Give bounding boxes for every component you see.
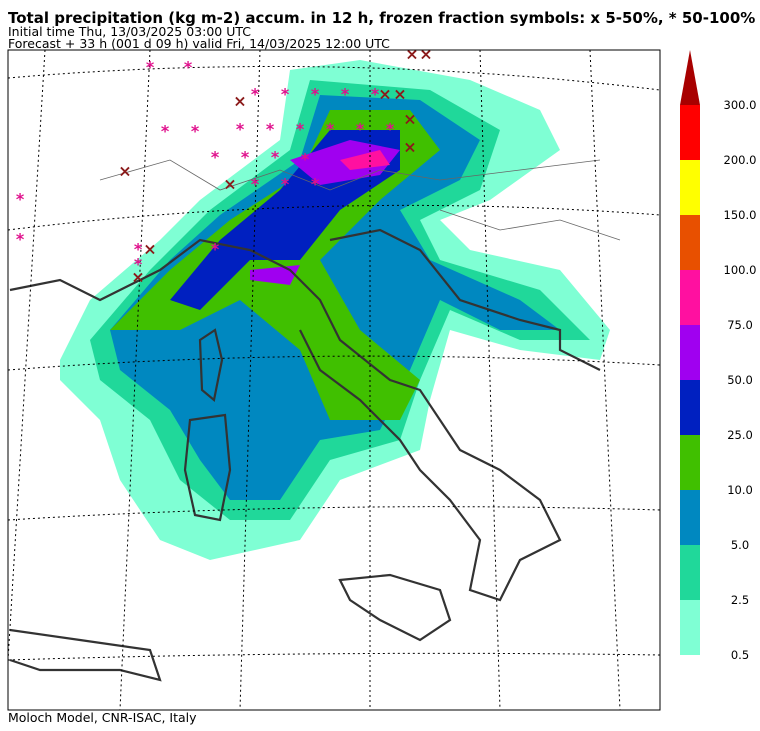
svg-text:×: × bbox=[131, 268, 144, 287]
color-class bbox=[680, 105, 700, 160]
svg-text:*: * bbox=[386, 120, 395, 139]
svg-text:×: × bbox=[378, 85, 391, 104]
svg-text:*: * bbox=[311, 175, 320, 194]
svg-text:×: × bbox=[403, 138, 416, 157]
svg-text:×: × bbox=[118, 162, 131, 181]
color-class bbox=[680, 435, 700, 490]
svg-text:*: * bbox=[146, 58, 155, 77]
svg-text:*: * bbox=[281, 85, 290, 104]
svg-text:*: * bbox=[134, 240, 143, 259]
forecast-time: Forecast + 33 h (001 d 09 h) valid Fri, … bbox=[8, 36, 390, 51]
svg-text:*: * bbox=[211, 148, 220, 167]
svg-text:*: * bbox=[241, 148, 250, 167]
svg-text:×: × bbox=[403, 110, 416, 129]
color-class bbox=[680, 215, 700, 270]
svg-text:×: × bbox=[393, 85, 406, 104]
svg-text:*: * bbox=[16, 190, 25, 209]
map: * *** * * * * * * * * * * * * ** * * * * * **** × ×× × × ××… bbox=[7, 45, 661, 711]
svg-text:*: * bbox=[266, 120, 275, 139]
svg-text:*: * bbox=[281, 175, 290, 194]
svg-text:*: * bbox=[134, 255, 143, 274]
svg-text:×: × bbox=[405, 45, 418, 64]
svg-text:*: * bbox=[251, 85, 260, 104]
colorbar-label: 10.0 bbox=[727, 483, 753, 497]
svg-text:*: * bbox=[326, 120, 335, 139]
svg-text:*: * bbox=[301, 150, 310, 169]
svg-text:*: * bbox=[236, 120, 245, 139]
svg-text:*: * bbox=[191, 122, 200, 141]
colorbar: 0.5 2.5 5.0 10.0 25.0 50.0 75.0 100.0 150.0 200.0… bbox=[680, 50, 756, 662]
svg-text:×: × bbox=[233, 92, 246, 111]
svg-text:*: * bbox=[341, 85, 350, 104]
color-overflow bbox=[680, 50, 700, 105]
color-class bbox=[680, 160, 700, 215]
colorbar-label: 200.0 bbox=[724, 153, 757, 167]
color-class bbox=[680, 545, 700, 600]
svg-text:*: * bbox=[271, 148, 280, 167]
colorbar-label: 0.5 bbox=[731, 648, 749, 662]
svg-text:*: * bbox=[16, 230, 25, 249]
colorbar-label: 100.0 bbox=[724, 263, 757, 277]
colorbar-label: 2.5 bbox=[731, 593, 749, 607]
svg-text:×: × bbox=[419, 45, 432, 64]
initial-time: Initial time Thu, 13/03/2025 03:00 UTC bbox=[8, 24, 251, 39]
svg-text:*: * bbox=[311, 85, 320, 104]
svg-text:×: × bbox=[223, 175, 236, 194]
footer: Moloch Model, CNR-ISAC, Italy bbox=[8, 710, 197, 725]
color-class bbox=[680, 270, 700, 325]
colorbar-label: 25.0 bbox=[727, 428, 753, 442]
svg-text:*: * bbox=[371, 85, 380, 104]
color-class bbox=[680, 380, 700, 435]
svg-text:*: * bbox=[184, 58, 193, 77]
title: Total precipitation (kg m-2) accum. in 1… bbox=[8, 9, 755, 27]
svg-text:×: × bbox=[143, 240, 156, 259]
svg-text:*: * bbox=[251, 175, 260, 194]
svg-text:*: * bbox=[211, 240, 220, 259]
colorbar-label: 50.0 bbox=[727, 373, 753, 387]
colorbar-label: 5.0 bbox=[731, 538, 749, 552]
colorbar-label: 75.0 bbox=[727, 318, 753, 332]
color-class bbox=[680, 490, 700, 545]
color-class bbox=[680, 600, 700, 655]
svg-text:*: * bbox=[161, 122, 170, 141]
svg-text:*: * bbox=[356, 120, 365, 139]
colorbar-label: 300.0 bbox=[724, 98, 757, 112]
svg-text:*: * bbox=[296, 120, 305, 139]
color-class bbox=[680, 325, 700, 380]
colorbar-label: 150.0 bbox=[724, 208, 757, 222]
